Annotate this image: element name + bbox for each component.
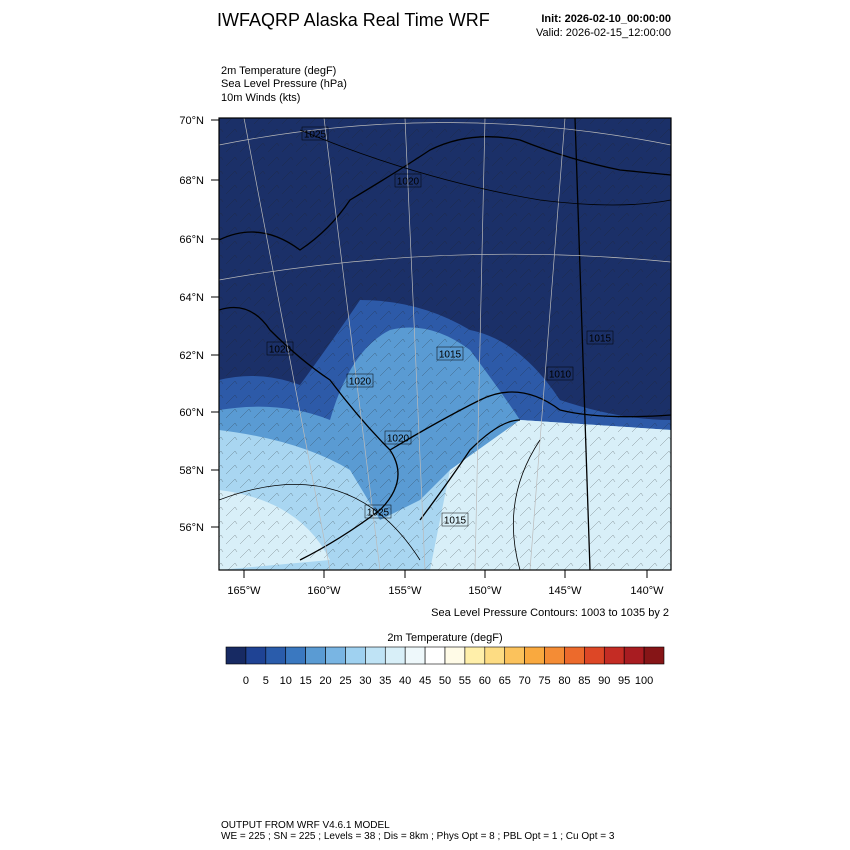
lon-label: 150°W bbox=[468, 585, 502, 597]
colorbar-box bbox=[504, 646, 525, 665]
colorbar-box bbox=[564, 646, 585, 665]
lat-label: 64°N bbox=[179, 292, 204, 304]
contour-label-box bbox=[384, 430, 412, 445]
colorbar-label: 20 bbox=[319, 675, 331, 687]
contour-label: 1015 bbox=[589, 334, 612, 345]
lat-label: 58°N bbox=[179, 465, 204, 477]
colorbar-label: 70 bbox=[519, 675, 531, 687]
colorbar-label: 100 bbox=[635, 675, 653, 687]
init-time: Init: 2026-02-10_00:00:00 bbox=[541, 13, 671, 25]
map-frame bbox=[218, 117, 672, 571]
contour-label-box bbox=[346, 373, 374, 388]
colorbar-label: 25 bbox=[339, 675, 351, 687]
colorbar-label: 80 bbox=[558, 675, 570, 687]
colorbar-box bbox=[265, 646, 287, 665]
colorbar-label: 10 bbox=[280, 675, 292, 687]
footer-line: WE = 225 ; SN = 225 ; Levels = 38 ; Dis … bbox=[221, 831, 615, 842]
lon-label: 165°W bbox=[227, 585, 261, 597]
contour-label-box bbox=[546, 366, 574, 381]
lat-label: 68°N bbox=[179, 175, 204, 187]
lat-label: 66°N bbox=[179, 234, 204, 246]
colorbar-box bbox=[345, 646, 366, 665]
colorbar-box bbox=[225, 646, 247, 665]
colorbar-label: 45 bbox=[419, 675, 431, 687]
colorbar-box bbox=[603, 646, 625, 665]
contour-label-box bbox=[301, 126, 329, 141]
lat-label: 70°N bbox=[179, 115, 204, 127]
colorbar-box bbox=[643, 646, 665, 665]
lat-label: 62°N bbox=[179, 350, 204, 362]
colorbar-label: 85 bbox=[578, 675, 590, 687]
colorbar-label: 55 bbox=[459, 675, 471, 687]
valid-time: Valid: 2026-02-15_12:00:00 bbox=[536, 27, 671, 39]
colorbar-box bbox=[305, 646, 326, 665]
colorbar-box bbox=[584, 646, 605, 665]
contour-note: Sea Level Pressure Contours: 1003 to 103… bbox=[431, 607, 669, 619]
colorbar-label: 75 bbox=[538, 675, 550, 687]
colorbar-label: 35 bbox=[379, 675, 391, 687]
colorbar-label: 90 bbox=[598, 675, 610, 687]
contour-label: 1020 bbox=[397, 177, 420, 188]
lon-label: 140°W bbox=[630, 585, 664, 597]
colorbar-label: 40 bbox=[399, 675, 411, 687]
contour-label: 1015 bbox=[444, 516, 467, 527]
footer-line: OUTPUT FROM WRF V4.6.1 MODEL bbox=[221, 820, 390, 831]
colorbar-label: 15 bbox=[300, 675, 312, 687]
contour-label: 1025 bbox=[367, 508, 390, 519]
colorbar-box bbox=[484, 646, 506, 665]
colorbar-label: 30 bbox=[359, 675, 371, 687]
colorbar-box bbox=[544, 646, 565, 665]
colorbar-box bbox=[365, 646, 386, 665]
colorbar-box bbox=[524, 646, 545, 665]
contour-label: 1020 bbox=[269, 345, 292, 356]
title: IWFAQRP Alaska Real Time WRF bbox=[217, 10, 490, 30]
contour-label-box bbox=[586, 330, 614, 345]
contour-label: 1010 bbox=[549, 370, 572, 381]
colorbar-label: 95 bbox=[618, 675, 630, 687]
colorbar-label: 65 bbox=[499, 675, 511, 687]
colorbar-title: 2m Temperature (degF) bbox=[387, 632, 502, 644]
colorbar-label: 5 bbox=[263, 675, 269, 687]
contour-label: 1025 bbox=[304, 130, 327, 141]
colorbar-label: 60 bbox=[479, 675, 491, 687]
colorbar-box bbox=[444, 646, 466, 665]
colorbar-box bbox=[384, 646, 406, 665]
contour-label-box bbox=[266, 341, 294, 356]
contour-label-box bbox=[436, 346, 464, 361]
colorbar-box bbox=[325, 646, 346, 665]
contour-label: 1020 bbox=[387, 434, 410, 445]
lon-label: 160°W bbox=[307, 585, 341, 597]
lon-label: 155°W bbox=[388, 585, 422, 597]
contour-label-box bbox=[441, 512, 469, 527]
colorbar-box bbox=[623, 646, 645, 665]
field-label: 10m Winds (kts) bbox=[221, 92, 300, 104]
colorbar-box bbox=[245, 646, 267, 665]
colorbar-box bbox=[464, 646, 486, 665]
colorbar-box bbox=[424, 646, 446, 665]
colorbar-label: 0 bbox=[243, 675, 249, 687]
field-label: Sea Level Pressure (hPa) bbox=[221, 78, 347, 90]
colorbar-label: 50 bbox=[439, 675, 451, 687]
lon-label: 145°W bbox=[548, 585, 582, 597]
contour-label-box bbox=[364, 504, 392, 519]
colorbar-box bbox=[285, 646, 306, 665]
lat-label: 56°N bbox=[179, 522, 204, 534]
map-area: 1025 1020 1020 1020 1015 1020 1025 1015 1015 1010 bbox=[219, 118, 671, 570]
contour-label: 1020 bbox=[349, 377, 372, 388]
colorbar-box bbox=[404, 646, 426, 665]
field-label: 2m Temperature (degF) bbox=[221, 65, 336, 77]
lat-label: 60°N bbox=[179, 407, 204, 419]
contour-label-box bbox=[394, 173, 422, 188]
contour-label: 1015 bbox=[439, 350, 462, 361]
